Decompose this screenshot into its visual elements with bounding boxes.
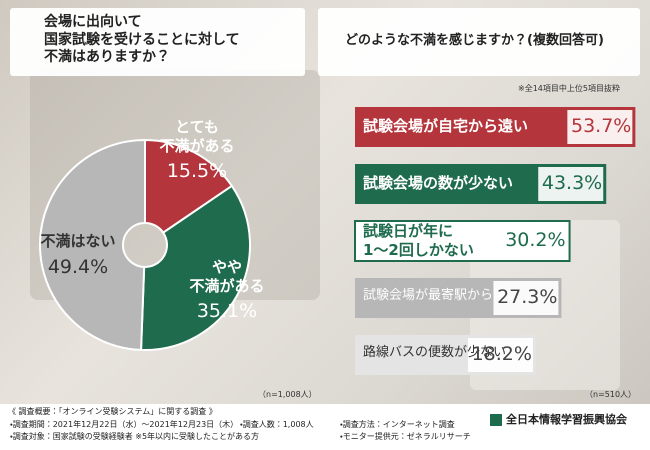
bar-value: 27.3% <box>497 286 558 308</box>
pie-slice <box>144 138 234 235</box>
value-chip <box>567 110 633 144</box>
bar-value: 43.3% <box>541 172 603 194</box>
footer-item: ・モニター提供元：ゼネラルリサーチ <box>340 432 471 441</box>
bar-note: （n=510人） <box>585 390 637 399</box>
value-chip <box>493 281 559 315</box>
bar-label: 試験会場の数が少ない <box>363 174 514 192</box>
pie-slice <box>39 138 146 351</box>
logo-text: 全日本情報学習振興協会 <box>506 413 627 426</box>
slice-label: とても 不満がある <box>159 118 235 155</box>
footer-item: ・調査人数：1,008人 <box>240 420 314 429</box>
value-chip <box>538 167 604 201</box>
pie-slice <box>140 184 251 351</box>
bar-label: 試験日が年に 1〜2回しかない <box>363 222 474 259</box>
pie-note: （n=1,008人） <box>258 390 317 399</box>
slice-value: 15.5% <box>166 160 228 182</box>
bar-label: 試験会場が最寄駅から遠い <box>363 288 520 303</box>
footer-heading: 《 調査概要：「オンライン受験システム」に関する調査 》 <box>8 407 217 416</box>
slice-value: 49.4% <box>47 256 109 278</box>
bar <box>354 220 571 262</box>
question-box <box>318 8 640 76</box>
bar-subtitle: ※全14項目中上位5項目抜粋 <box>518 84 620 93</box>
pie-title: 会場に出向いて 国家試験を受けることに対して 不満はありますか？ <box>44 14 240 65</box>
value-chip <box>467 338 533 372</box>
footer-item: ・調査対象：国家試験の受験経験者 ※5年以内に受験したことがある方 <box>10 432 260 441</box>
bar-value: 53.7% <box>571 115 632 137</box>
question-box <box>10 8 305 76</box>
bar-label: 試験会場が自宅から遠い <box>363 117 529 135</box>
footer-item: ・調査期間：2021年12月22日（水）～2021年12月23日（木） <box>10 420 239 429</box>
slice-label: やや 不満がある <box>189 258 265 295</box>
slice-value: 35.1% <box>196 300 258 322</box>
footer-item: ・調査方法：インターネット調査 <box>340 420 455 429</box>
bar-title: どのような不満を感じますか？(複数回答可) <box>345 33 604 48</box>
slice-label: 不満はない <box>40 232 116 250</box>
bar-value: 30.2% <box>505 229 566 251</box>
bar-value: 18.2% <box>471 343 532 365</box>
footer-band <box>0 404 650 450</box>
logo-icon <box>490 414 502 426</box>
bar-label: 路線バスの便数が少ない <box>363 345 507 360</box>
